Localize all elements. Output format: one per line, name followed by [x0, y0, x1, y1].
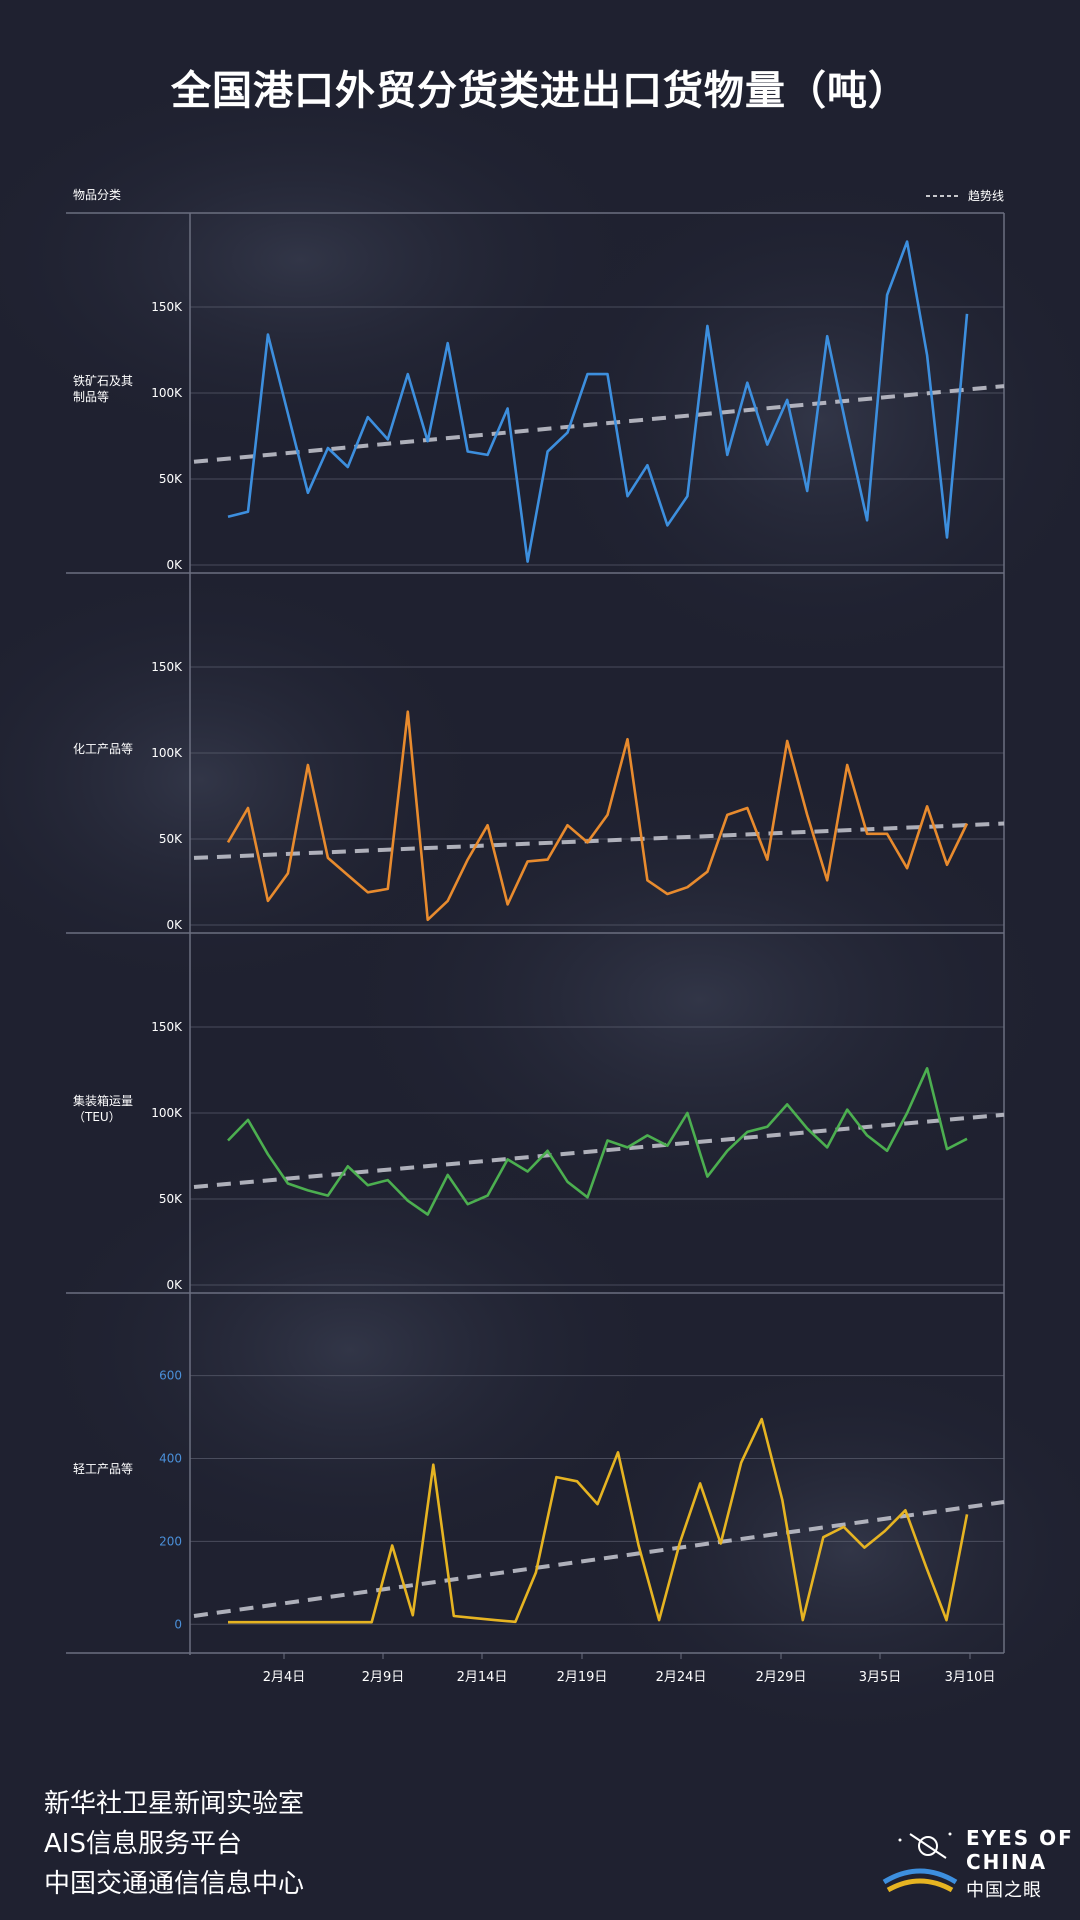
trend-line	[193, 1500, 1005, 1618]
logo-cn-text: 中国之眼	[966, 1880, 1042, 1901]
panel-category-label: 集装箱运量	[73, 1093, 133, 1108]
legend-trend-label: 趋势线	[968, 189, 1004, 203]
y-tick-label: 0K	[166, 1278, 183, 1292]
y-tick-label: 0	[174, 1617, 182, 1631]
y-tick-label: 50K	[159, 832, 183, 846]
eyes-of-china-logo-icon	[882, 1832, 958, 1893]
x-tick-label: 3月5日	[859, 1670, 902, 1685]
y-tick-label: 0K	[166, 558, 183, 572]
y-tick-label: 150K	[151, 300, 183, 314]
footer-line-1: 新华社卫星新闻实验室	[44, 1789, 305, 1819]
y-tick-label: 150K	[151, 1020, 183, 1034]
panel-category-label: （TEU）	[73, 1110, 121, 1124]
series-line	[226, 710, 969, 922]
x-tick-label: 2月24日	[656, 1670, 707, 1685]
y-tick-label: 600	[159, 1369, 182, 1383]
trend-line	[193, 384, 1005, 464]
x-tick-label: 2月4日	[263, 1670, 306, 1685]
series-line	[227, 240, 969, 563]
series-line	[228, 1417, 969, 1624]
y-tick-label: 200	[159, 1534, 182, 1548]
logo-line-2: CHINA	[966, 1850, 1048, 1874]
panel-category-label: 铁矿石及其	[73, 374, 133, 388]
footer-line-3: 中国交通通信信息中心	[44, 1869, 305, 1899]
chart-title: 全国港口外贸分货类进出口货物量（吨）	[171, 68, 909, 114]
y-tick-label: 150K	[151, 660, 183, 674]
y-tick-label: 0K	[166, 918, 183, 932]
x-tick-label: 2月29日	[756, 1670, 807, 1685]
y-tick-label: 100K	[151, 1106, 183, 1120]
x-tick-label: 2月19日	[557, 1670, 608, 1685]
y-tick-label: 100K	[151, 386, 183, 400]
x-tick-label: 2月14日	[457, 1670, 508, 1685]
y-tick-label: 50K	[159, 472, 183, 486]
panel-category-label: 制品等	[73, 390, 109, 404]
footer-line-2: AIS信息服务平台	[44, 1829, 242, 1859]
logo-text: EYES OF CHINA	[966, 1826, 1074, 1874]
legend-category-label: 物品分类	[73, 188, 121, 202]
panel-category-label: 轻工产品等	[73, 1462, 133, 1476]
trend-line	[193, 821, 1005, 860]
logo-line-1: EYES OF	[966, 1826, 1074, 1850]
x-tick-label: 3月10日	[945, 1670, 996, 1685]
series-line	[227, 1067, 968, 1216]
y-tick-label: 50K	[159, 1192, 183, 1206]
x-tick-label: 2月9日	[362, 1670, 405, 1685]
trend-line	[193, 1112, 1005, 1189]
panel-category-label: 化工产品等	[73, 742, 133, 756]
y-tick-label: 400	[159, 1451, 182, 1465]
y-tick-label: 100K	[151, 746, 183, 760]
footer-credits: 新华社卫星新闻实验室 AIS信息服务平台 中国交通通信信息中心	[44, 1784, 304, 1904]
